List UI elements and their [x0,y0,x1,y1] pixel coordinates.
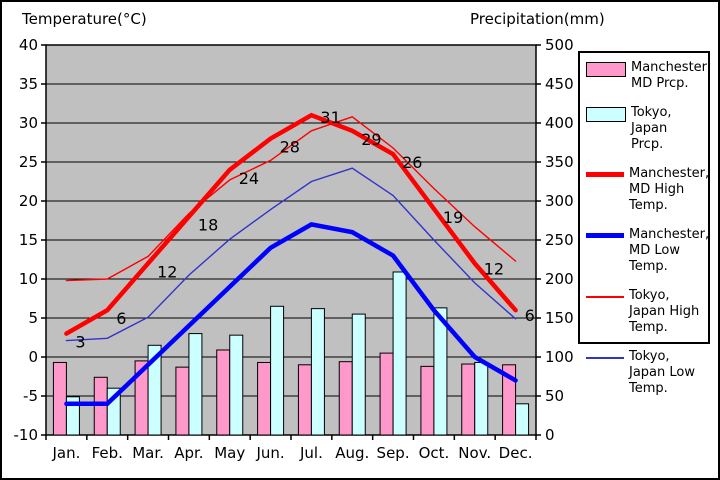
month-label-may: May [214,444,245,462]
legend-swatch-tokyo-japan-prcp [586,107,626,122]
chart-legend: Manchester, MD Prcp. Tokyo, Japan Prcp. Ma… [578,51,711,396]
month-label-jan: Jan. [51,444,80,462]
line-manchester-md-high-temp [64,112,518,336]
right-axis-tick-label: 400 [545,114,574,132]
legend-swatch-manchester-md-prcp [586,62,626,77]
bar-tokyo-japan-prcp-jun [270,305,285,436]
month-label-dec: Dec. [499,444,533,462]
bar-manchester-md-prcp-jun [257,361,272,436]
data-label-jan: 3 [75,333,85,352]
bar-manchester-md-prcp-nov [461,363,476,436]
data-label-may: 24 [239,169,259,188]
data-label-mar: 12 [157,262,177,281]
data-label-aug: 29 [361,130,381,149]
right-axis-tick-label: 200 [545,270,574,288]
left-axis-tick-label: 5 [28,309,38,327]
left-axis-tick-label: -10 [14,426,39,444]
month-label-mar: Mar. [132,444,164,462]
right-axis-tick-label: 450 [545,75,574,93]
right-axis-title: Precipitation(mm) [470,10,605,28]
right-axis-tick-label: 150 [545,309,574,327]
right-axis-tick-label: 50 [545,387,564,405]
month-label-jun: Jun. [255,444,284,462]
data-label-oct: 19 [443,208,463,227]
bar-manchester-md-prcp-oct [420,365,435,436]
bar-tokyo-japan-prcp-may [229,334,244,436]
data-label-nov: 12 [484,259,504,278]
legend-swatch-manchester-md-low-temp [586,233,624,238]
bar-manchester-md-prcp-aug [338,361,353,436]
month-label-nov: Nov. [458,444,491,462]
right-axis-tick-label: 500 [545,36,574,54]
bar-tokyo-japan-prcp-sep [392,271,407,436]
bar-manchester-md-prcp-jul [297,364,312,436]
legend-label: Manchester, MD Prcp. [631,60,712,91]
data-label-feb: 6 [116,309,126,328]
right-axis-tick-label: 350 [545,153,574,171]
right-axis-tick-label: 250 [545,231,574,249]
left-axis-title: Temperature(°C) [22,10,147,28]
data-label-jul: 31 [320,108,340,127]
bar-tokyo-japan-prcp-jan [65,396,80,436]
left-axis-tick-label: 30 [19,114,38,132]
bar-tokyo-japan-prcp-dec [515,403,530,436]
bar-manchester-md-prcp-may [216,349,231,436]
legend-label: Manchester, MD High Temp. [629,166,710,213]
legend-label: Tokyo, Japan Low Temp. [629,349,695,396]
line-manchester-md-low-temp [64,222,518,407]
legend-item-tokyo-japan-low-temp: Tokyo, Japan Low Temp. [586,349,703,397]
data-label-sep: 26 [402,153,422,172]
legend-swatch-manchester-md-high-temp [586,172,624,177]
right-axis-tick-label: 100 [545,348,574,366]
bar-manchester-md-prcp-sep [379,352,394,436]
left-axis-tick-label: 10 [19,270,38,288]
data-label-dec: 6 [525,306,535,325]
legend-label: Tokyo, Japan High Temp. [629,288,700,335]
month-label-jul: Jul. [299,444,323,462]
bar-manchester-md-prcp-dec [502,364,517,436]
right-axis-tick-label: 300 [545,192,574,210]
legend-item-manchester-md-prcp: Manchester, MD Prcp. [586,60,711,92]
legend-item-manchester-md-low-temp: Manchester, MD Low Temp. [586,227,709,275]
legend-label: Tokyo, Japan Prcp. [631,105,672,152]
month-label-aug: Aug. [335,444,369,462]
data-label-jun: 28 [280,138,300,157]
line-tokyo-japan-low-temp [65,167,517,342]
legend-item-tokyo-japan-prcp: Tokyo, Japan Prcp. [586,105,703,153]
line-tokyo-japan-high-temp [65,116,517,282]
legend-item-tokyo-japan-high-temp: Tokyo, Japan High Temp. [586,288,703,336]
left-axis-tick-label: 25 [19,153,38,171]
month-label-feb: Feb. [92,444,123,462]
data-label-apr: 18 [198,216,218,235]
left-axis-tick-label: 20 [19,192,38,210]
legend-swatch-tokyo-japan-high-temp [586,296,624,298]
month-label-sep: Sep. [377,444,410,462]
bar-tokyo-japan-prcp-oct [433,307,448,436]
legend-swatch-tokyo-japan-low-temp [586,357,624,359]
bar-tokyo-japan-prcp-mar [147,344,162,436]
month-label-apr: Apr. [174,444,203,462]
left-axis-tick-label: -5 [23,387,38,405]
legend-label: Manchester, MD Low Temp. [629,227,710,274]
left-axis-tick-label: 0 [28,348,38,366]
bar-tokyo-japan-prcp-jul [310,308,325,436]
left-axis-tick-label: 15 [19,231,38,249]
bar-manchester-md-prcp-apr [175,366,190,436]
bar-manchester-md-prcp-jan [52,361,67,436]
bar-manchester-md-prcp-feb [93,376,108,436]
right-axis-tick-label: 0 [545,426,555,444]
bar-tokyo-japan-prcp-aug [351,313,366,436]
bar-tokyo-japan-prcp-apr [188,333,203,436]
left-axis-tick-label: 35 [19,75,38,93]
left-axis-tick-label: 40 [19,36,38,54]
legend-item-manchester-md-high-temp: Manchester, MD High Temp. [586,166,709,214]
bar-tokyo-japan-prcp-nov [474,361,489,436]
month-label-oct: Oct. [419,444,450,462]
